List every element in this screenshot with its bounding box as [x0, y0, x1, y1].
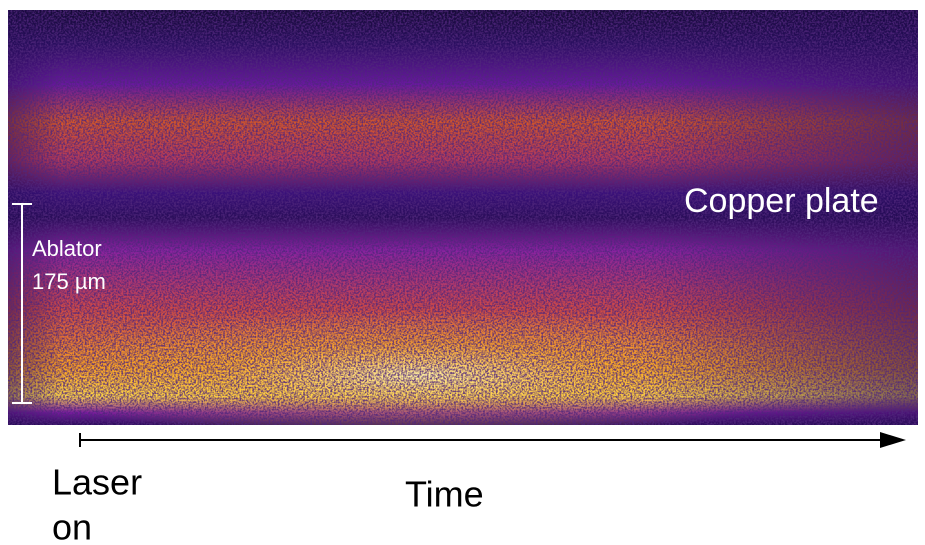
laser-on-label: Laser — [52, 462, 142, 503]
copper-plate-label: Copper plate — [684, 182, 879, 220]
time-arrow — [79, 432, 906, 448]
streak-image — [8, 10, 918, 425]
laser-on-label: on — [52, 507, 92, 545]
ablator-label: Ablator — [32, 236, 102, 261]
ablator-thickness: 175 µm — [32, 269, 106, 294]
scale-bar — [12, 203, 32, 404]
time-label: Time — [405, 474, 484, 515]
